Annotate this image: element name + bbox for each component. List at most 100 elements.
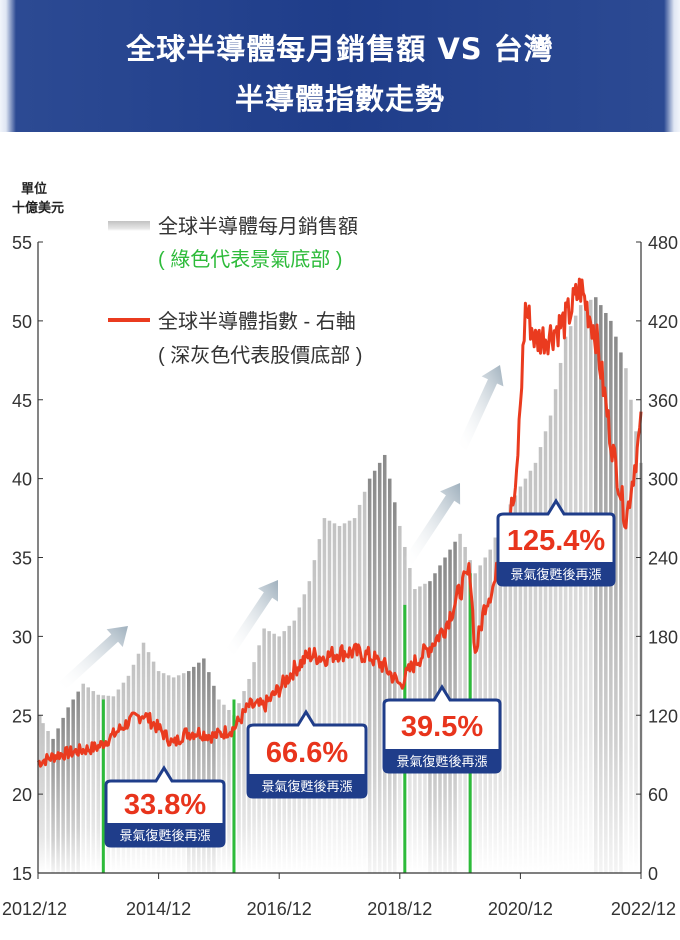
sales-bar	[614, 336, 618, 873]
right-tick-label: 420	[648, 312, 678, 332]
sales-bar	[337, 525, 342, 873]
badge-4-value: 125.4%	[507, 525, 606, 557]
sales-bar	[347, 520, 352, 873]
badge-4-caption-bg	[498, 562, 614, 585]
x-tick-label: 2014/12	[126, 899, 191, 919]
badge-2-caption-bg	[248, 774, 366, 797]
sales-bar	[156, 671, 161, 873]
right-tick-label: 0	[648, 864, 658, 884]
left-tick-label: 20	[12, 785, 32, 805]
left-tick-label: 35	[12, 549, 32, 569]
sales-bar	[604, 312, 608, 873]
left-axis-unit-line2: 十億美元	[12, 200, 64, 215]
sales-bar	[568, 326, 573, 873]
annotation-badge-4: 125.4% 景氣復甦後再漲	[496, 498, 616, 587]
trend-arrow	[58, 626, 128, 690]
sales-bar	[387, 478, 392, 874]
right-axis-ticks: 0 60 120 180 240 300 360 420 480	[636, 233, 678, 884]
badge-1-caption: 景氣復甦後再漲	[119, 828, 210, 843]
sales-bar	[202, 658, 206, 873]
legend-line-note: ( 深灰色代表股價底部 )	[158, 344, 362, 367]
sales-bar	[503, 513, 508, 873]
left-tick-label: 25	[12, 706, 32, 726]
left-tick-label: 40	[12, 470, 32, 490]
annotation-badge-3: 39.5% 景氣復甦後再漲	[382, 684, 502, 774]
sales-bar	[151, 661, 156, 873]
badge-4-caption: 景氣復甦後再漲	[510, 567, 601, 582]
sales-bar	[212, 685, 216, 873]
sales-bar	[357, 504, 362, 873]
sales-bar	[322, 518, 327, 873]
sales-bar	[367, 478, 372, 874]
title-banner: 全球半導體每月銷售額 VS 台灣 半導體指數走勢	[0, 0, 680, 132]
x-tick-label: 2012/12	[2, 899, 67, 919]
sales-bar	[528, 470, 533, 873]
sales-bar	[71, 699, 75, 873]
sales-bar	[86, 687, 91, 873]
right-tick-label: 240	[648, 549, 678, 569]
chart-title-line2: 半導體指數走勢	[234, 82, 445, 116]
legend-bars-swatch	[108, 221, 150, 231]
sales-bar	[81, 683, 85, 873]
sales-bar	[242, 691, 246, 873]
sales-bar	[136, 653, 141, 873]
legend-bars-label: 全球半導體每月銷售額	[158, 215, 358, 238]
sales-bar	[51, 738, 55, 873]
legend-line-label: 全球半導體指數 - 右軸	[158, 310, 356, 333]
trend-arrow	[457, 365, 504, 451]
sales-bar	[352, 518, 357, 873]
sales-bar	[61, 717, 65, 873]
sales-bar	[362, 491, 367, 873]
right-tick-label: 60	[648, 785, 668, 805]
right-tick-label: 360	[648, 391, 678, 411]
sales-bar	[197, 662, 201, 873]
left-tick-label: 30	[12, 627, 32, 647]
left-tick-label: 55	[12, 233, 32, 253]
sales-bar	[619, 352, 623, 873]
legend-bars-note: ( 綠色代表景氣底部 )	[158, 248, 342, 271]
sales-bar	[372, 470, 377, 873]
sales-bar	[558, 362, 563, 873]
sales-bar	[523, 478, 528, 874]
sales-bar	[624, 368, 628, 873]
sales-bar	[227, 709, 231, 873]
sales-bar	[41, 723, 45, 873]
trend-arrows	[58, 365, 504, 690]
sales-bar	[563, 336, 568, 873]
sales-bar	[46, 731, 50, 873]
sales-bar	[181, 673, 186, 873]
sales-bar	[543, 431, 548, 873]
sales-bar	[508, 504, 513, 873]
sales-bar	[146, 652, 151, 873]
index-line	[36, 277, 643, 768]
right-tick-label: 120	[648, 706, 678, 726]
sales-bar	[56, 728, 60, 873]
sales-bar	[186, 671, 191, 873]
sales-bar	[548, 415, 553, 873]
sales-bar	[553, 389, 558, 873]
sales-bar	[393, 502, 397, 873]
sales-bar	[312, 560, 317, 873]
sales-bar	[533, 462, 538, 873]
annotation-badge-2: 66.6% 景氣復甦後再漲	[246, 709, 368, 799]
sales-bar	[583, 302, 588, 874]
sales-bar	[171, 677, 176, 873]
left-tick-label: 45	[12, 391, 32, 411]
badge-1-value: 33.8%	[124, 789, 206, 821]
badge-2-value: 66.6%	[266, 737, 348, 769]
badge-1-caption-bg	[106, 823, 224, 846]
sales-bar	[538, 447, 543, 873]
sales-bar	[192, 666, 196, 873]
left-axis-ticks: 15 20 25 30 35 40 45 50 55	[12, 233, 43, 884]
badge-2-caption: 景氣復甦後再漲	[261, 779, 352, 794]
sales-bar	[332, 523, 337, 873]
sales-bar	[76, 691, 80, 873]
sales-bar	[237, 703, 241, 873]
trend-arrow	[225, 580, 278, 655]
sales-bar	[327, 520, 332, 873]
trend-arrow	[403, 483, 461, 565]
sales-bar	[578, 305, 583, 874]
sales-bar	[66, 707, 70, 873]
sales-bar	[207, 672, 211, 873]
